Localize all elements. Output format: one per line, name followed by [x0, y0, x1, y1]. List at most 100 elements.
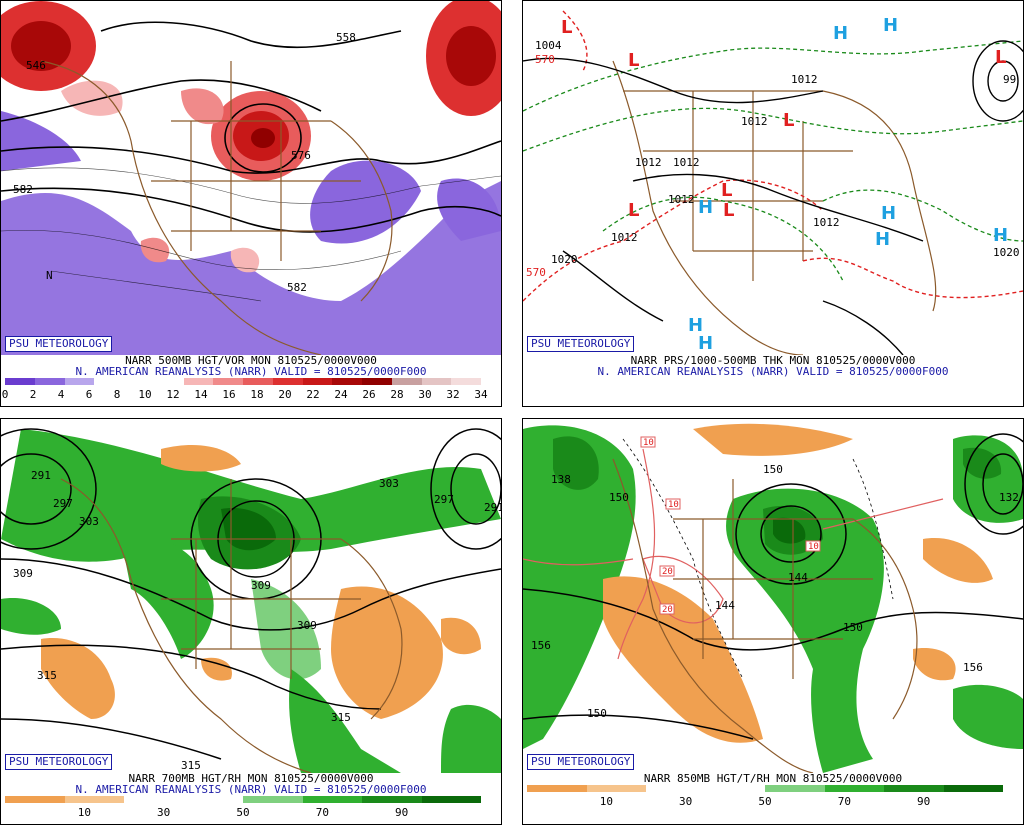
colorbar-tick-label: 4 — [57, 388, 65, 401]
p4-contour-label: 132 — [999, 491, 1019, 504]
colorbar-tick-label: 30 — [679, 795, 693, 808]
colorbar-ticks: 0 2 4 6 8 10 12 14 16 18 20 22 24 26 28 30 32 34 — [1, 388, 488, 402]
map-pressure: 1004 570 1012 1012 1012 1012 1012 1020 1… — [523, 1, 1023, 355]
p1-contour-label: 582 — [13, 183, 33, 196]
map-850mb-graphic: 138 150 150 144 156 150 156 132 150 144 … — [523, 419, 1023, 773]
p3-contour-label: 315 — [181, 759, 201, 772]
p4-contour-label: 138 — [551, 473, 571, 486]
high-pressure-marker: H — [875, 229, 890, 250]
map-700mb: 291 297 303 309 303 297 291 309 315 315 … — [1, 419, 501, 773]
colorbar-swatch — [124, 378, 154, 385]
colorbar-swatch — [824, 785, 884, 792]
colorbar-swatch — [943, 785, 1003, 792]
p2-contour-label: 1012 — [741, 115, 768, 128]
colorbar-ticks: 10 30 50 70 90 — [527, 795, 1003, 809]
colorbar-swatch — [213, 378, 243, 385]
colorbar-tick-label: 30 — [157, 806, 171, 819]
high-pressure-marker: H — [698, 197, 713, 218]
low-pressure-marker: L — [628, 50, 639, 71]
p2-contour-label: 1012 — [813, 216, 840, 229]
p4-contour-label: 150 — [763, 463, 783, 476]
p3-contour-label: 291 — [484, 501, 501, 514]
panel-subtitle: N. AMERICAN REANALYSIS (NARR) VALID = 81… — [75, 783, 427, 796]
panel-700mb-rh: 291 297 303 309 303 297 291 309 315 315 … — [0, 418, 502, 825]
colorbar-swatch — [34, 378, 65, 385]
p2-contour-label: 1020 — [551, 253, 578, 266]
colorbar-swatch — [64, 378, 95, 385]
colorbar-tick-label: 70 — [837, 795, 851, 808]
p1-contour-label: 546 — [26, 59, 46, 72]
low-pressure-marker: L — [628, 200, 639, 221]
colorbar-tick-label: 24 — [334, 388, 348, 401]
p1-contour-label: 558 — [336, 31, 356, 44]
high-pressure-marker: H — [698, 333, 713, 354]
colorbar-swatch — [153, 378, 184, 385]
p2-contour-label: 570 — [535, 53, 555, 66]
p2-contour-label: 1004 — [535, 39, 562, 52]
p2-contour-label: 1012 — [611, 231, 638, 244]
colorbar-tick-label: 12 — [166, 388, 180, 401]
p3-contour-label: 315 — [37, 669, 57, 682]
panel-title: NARR PRS/1000-500MB THK MON 810525/0000V… — [630, 354, 916, 367]
p3-contour-label: 303 — [379, 477, 399, 490]
p2-contour-label: 570 — [526, 266, 546, 279]
p3-contour-label: 297 — [53, 497, 73, 510]
colorbar-tick-label: 0 — [1, 388, 9, 401]
p1-contour-label: N — [46, 269, 53, 282]
panel-title: NARR 500MB HGT/VOR MON 810525/0000V000 — [125, 354, 377, 367]
colorbar-tick-label: 14 — [194, 388, 208, 401]
panel-subtitle: N. AMERICAN REANALYSIS (NARR) VALID = 81… — [75, 365, 427, 378]
psu-meteorology-credit: PSU METEOROLOGY — [527, 754, 635, 770]
colorbar-tick-label: 90 — [395, 806, 409, 819]
p2-contour-label: 1020 — [993, 246, 1020, 259]
panel-title: NARR 700MB HGT/RH MON 810525/0000V000 — [128, 772, 374, 785]
colorbar-tick-label: 90 — [917, 795, 931, 808]
colorbar-swatch — [362, 796, 422, 803]
p4-temp-label: 20 — [662, 605, 673, 615]
psu-meteorology-credit: PSU METEOROLOGY — [527, 336, 635, 352]
colorbar-swatch — [243, 796, 303, 803]
p3-contour-label: 303 — [79, 515, 99, 528]
colorbar-tick-label: 28 — [390, 388, 404, 401]
p2-contour-label: 1012 — [635, 156, 662, 169]
colorbar-swatch — [5, 796, 65, 803]
high-pressure-marker: H — [688, 315, 703, 336]
colorbar-swatch — [362, 378, 392, 385]
colorbar-swatch — [124, 796, 184, 803]
colorbar-tick-label: 18 — [250, 388, 264, 401]
colorbar-swatch — [302, 378, 333, 385]
colorbar-swatch — [421, 796, 481, 803]
panel-500mb-vorticity: 546 558 576 582 N 582 PSU METEOROLOGY NA… — [0, 0, 502, 407]
p3-contour-label: 297 — [434, 493, 454, 506]
high-pressure-marker: H — [883, 15, 898, 36]
p4-contour-label: 156 — [531, 639, 551, 652]
colorbar-tick-label: 32 — [446, 388, 460, 401]
colorbar-tick-label: 50 — [758, 795, 772, 808]
map-500mb-graphic: 546 558 576 582 N 582 — [1, 1, 501, 355]
p3-contour-label: 309 — [251, 579, 271, 592]
p3-contour-label: 315 — [331, 711, 351, 724]
p4-contour-label: 144 — [788, 571, 808, 584]
colorbar-tick-label: 30 — [418, 388, 432, 401]
colorbar-tick-label: 10 — [138, 388, 152, 401]
colorbar-swatch — [705, 785, 765, 792]
colorbar-swatch — [183, 796, 243, 803]
colorbar-swatch — [272, 378, 303, 385]
colorbar-swatch — [391, 378, 422, 385]
colorbar-swatch — [884, 785, 944, 792]
colorbar-swatch — [527, 785, 587, 792]
map-500mb: 546 558 576 582 N 582 — [1, 1, 501, 355]
p4-contour-label: 144 — [715, 599, 735, 612]
p2-contour-label: 1012 — [791, 73, 818, 86]
p4-temp-label: 10 — [808, 542, 819, 552]
colorbar-tick-label: 50 — [236, 806, 250, 819]
low-pressure-marker: L — [783, 110, 794, 131]
colorbar-tick-label: 2 — [29, 388, 37, 401]
p1-contour-label: 576 — [291, 149, 311, 162]
high-pressure-marker: H — [881, 203, 896, 224]
colorbar-swatch — [243, 378, 273, 385]
colorbar-swatch — [765, 785, 825, 792]
colorbar-swatch — [94, 378, 124, 385]
panel-subtitle: N. AMERICAN REANALYSIS (NARR) VALID = 81… — [597, 365, 949, 378]
p2-contour-label: 1012 — [668, 193, 695, 206]
